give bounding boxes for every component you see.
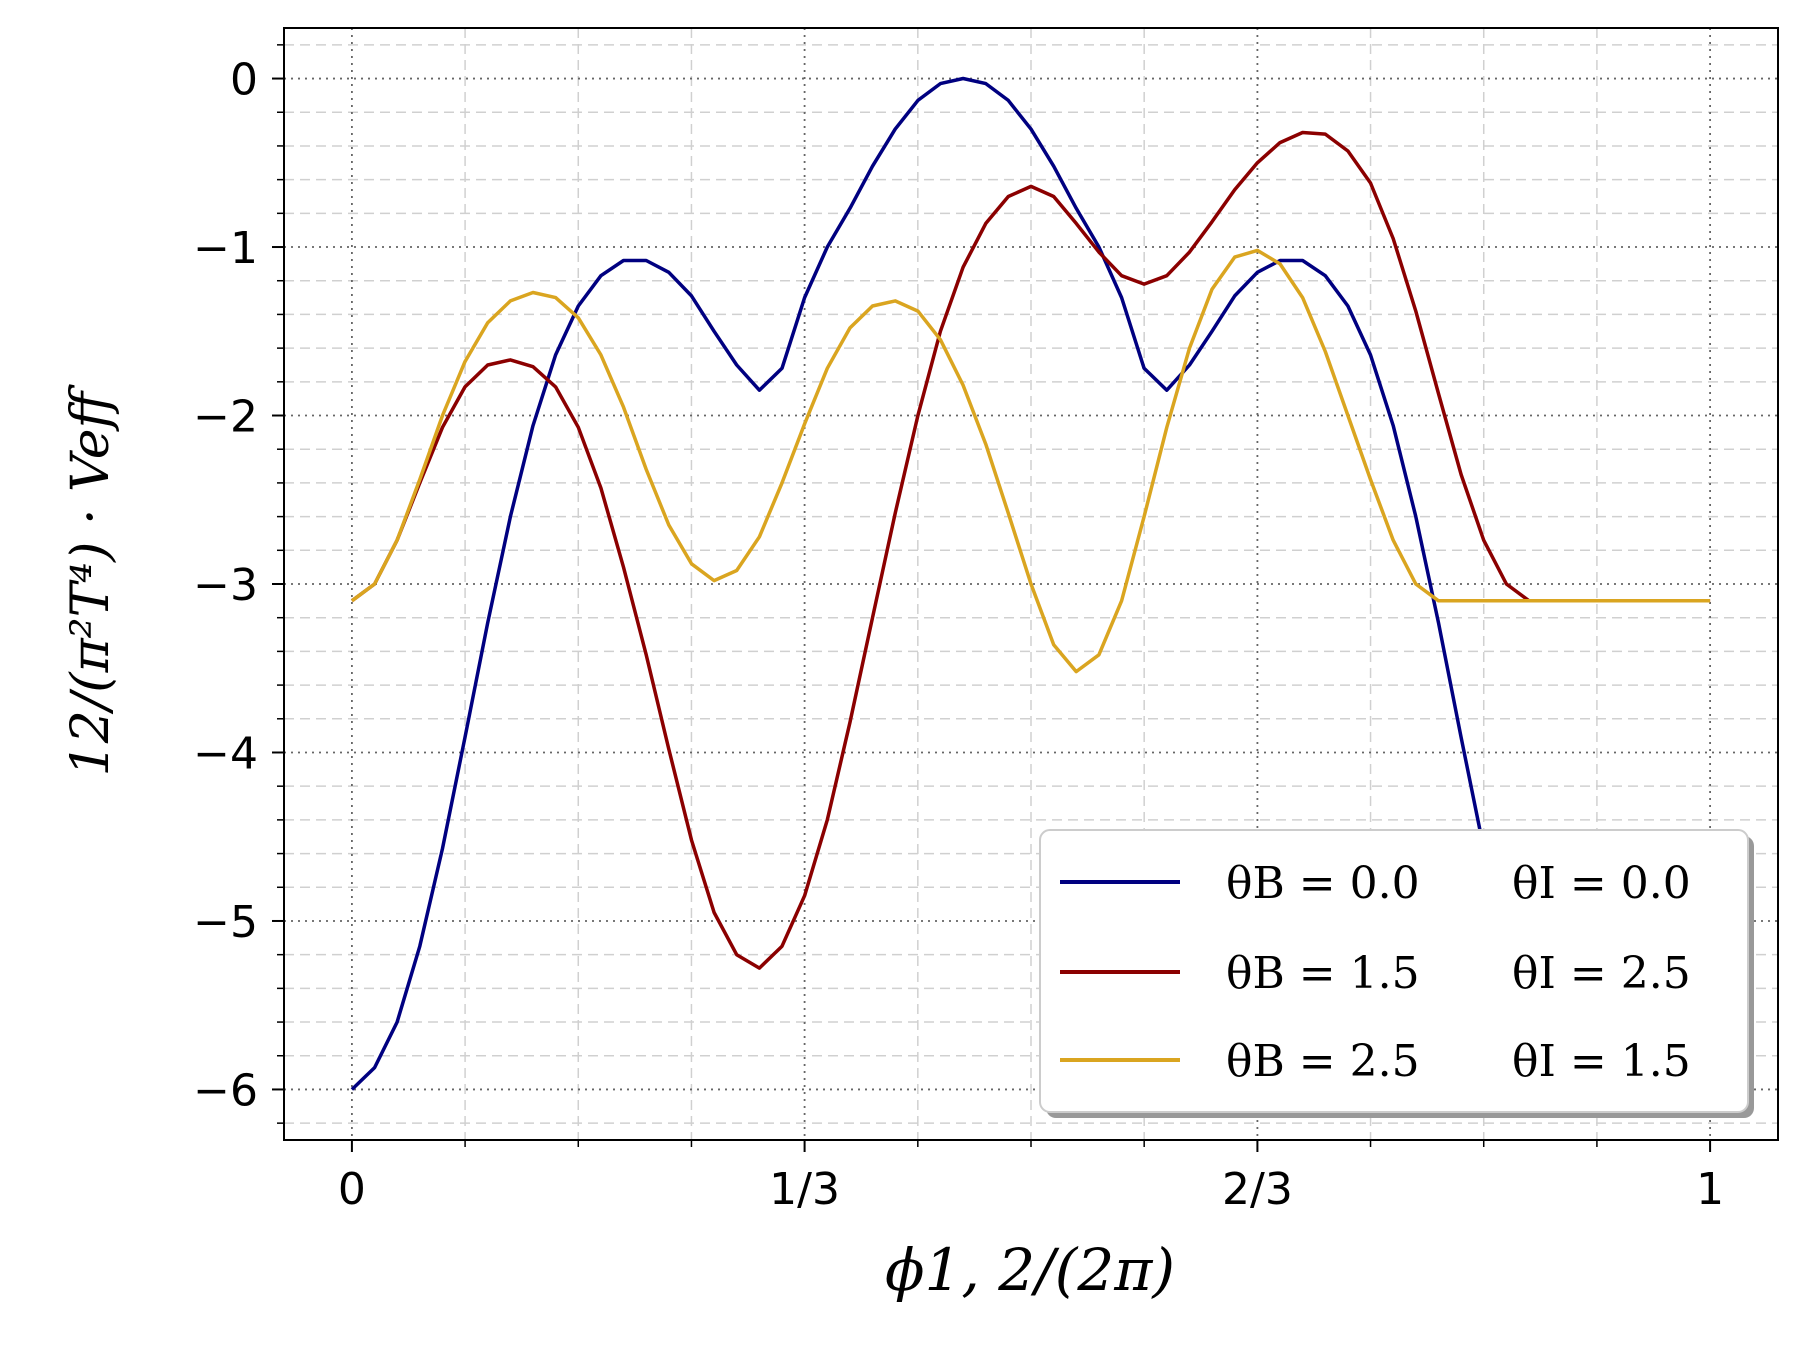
- series-layer: [350, 76, 1711, 1091]
- y-tick-label: −6: [193, 1065, 258, 1116]
- legend-label-series-2-theta-b: θB = 1.5: [1226, 948, 1420, 999]
- y-tick-label: −1: [193, 223, 258, 274]
- legend-label-series-3-theta-i: θI = 1.5: [1512, 1036, 1691, 1087]
- y-tick-label: −4: [193, 728, 258, 779]
- legend-label-series-1-theta-i: θI = 0.0: [1512, 858, 1691, 909]
- x-tick-label: 1/3: [769, 1164, 840, 1215]
- series-line-3: [350, 248, 1711, 674]
- series-line-2: [350, 130, 1711, 970]
- y-tick-label: −3: [193, 560, 258, 611]
- series-line-1: [350, 76, 1486, 1091]
- legend-label-series-2-theta-i: θI = 2.5: [1512, 948, 1691, 999]
- tick-labels: 0 1/3 2/3 1 0 −1 −2 −3 −4 −5 −6: [193, 55, 1724, 1215]
- axis-ticks: [272, 44, 1712, 1152]
- y-axis-label: 12/(π²T⁴) · Veff: [61, 383, 121, 776]
- minor-grid: [284, 28, 1778, 1140]
- y-tick-label: −5: [193, 897, 258, 948]
- legend-box: [1039, 829, 1749, 1113]
- legend-label-series-3-theta-b: θB = 2.5: [1226, 1036, 1420, 1087]
- y-tick-label: −2: [193, 392, 258, 443]
- legend: θB = 0.0 θI = 0.0 θB = 1.5 θI = 2.5 θB =…: [1039, 829, 1754, 1118]
- legend-label-series-1-theta-b: θB = 0.0: [1226, 858, 1420, 909]
- x-tick-label: 0: [338, 1164, 366, 1215]
- x-tick-label: 2/3: [1222, 1164, 1293, 1215]
- y-tick-label: 0: [230, 55, 258, 106]
- x-axis-label: ϕ1, 2/(2π): [885, 1236, 1175, 1304]
- x-tick-label: 1: [1696, 1164, 1724, 1215]
